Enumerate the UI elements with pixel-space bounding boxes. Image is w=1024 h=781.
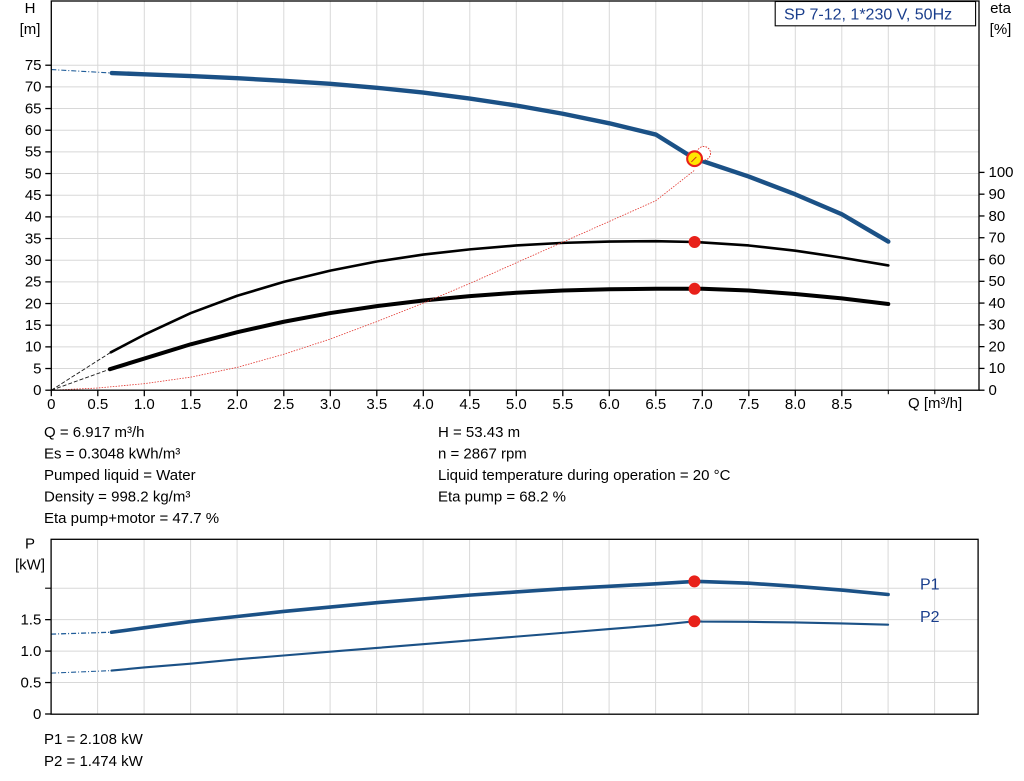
svg-text:65: 65 [25,100,42,117]
svg-text:0: 0 [989,382,997,399]
svg-text:50: 50 [25,165,42,182]
svg-text:[kW]: [kW] [15,556,45,573]
svg-text:0: 0 [33,706,41,723]
svg-text:Pumped liquid = Water: Pumped liquid = Water [44,467,196,484]
svg-text:30: 30 [25,252,42,269]
svg-text:15: 15 [25,317,42,334]
svg-text:Liquid temperature during oper: Liquid temperature during operation = 20… [438,467,731,484]
svg-text:90: 90 [989,186,1006,203]
svg-text:2.5: 2.5 [273,396,294,413]
svg-text:H: H [25,0,36,17]
svg-text:60: 60 [25,122,42,139]
svg-text:1.0: 1.0 [134,396,155,413]
svg-text:P1: P1 [920,576,940,593]
svg-text:[%]: [%] [990,21,1012,38]
svg-text:10: 10 [989,360,1006,377]
svg-text:eta: eta [990,0,1012,17]
svg-text:Q [m³/h]: Q [m³/h] [908,395,962,412]
svg-text:n = 2867 rpm: n = 2867 rpm [438,446,527,463]
svg-text:0.5: 0.5 [20,674,41,691]
svg-text:40: 40 [25,209,42,226]
svg-text:45: 45 [25,187,42,204]
svg-text:1.5: 1.5 [180,396,201,413]
svg-text:4.5: 4.5 [459,396,480,413]
svg-text:1.0: 1.0 [20,643,41,660]
svg-text:7.0: 7.0 [692,396,713,413]
svg-text:Eta pump+motor = 47.7 %: Eta pump+motor = 47.7 % [44,510,219,527]
svg-text:5: 5 [33,360,41,377]
svg-text:P2 = 1.474 kW: P2 = 1.474 kW [44,753,144,770]
svg-text:100: 100 [989,164,1014,181]
svg-text:6.5: 6.5 [645,396,666,413]
svg-text:SP 7-12, 1*230 V, 50Hz: SP 7-12, 1*230 V, 50Hz [784,7,952,24]
svg-text:3.5: 3.5 [366,396,387,413]
svg-text:70: 70 [25,79,42,96]
svg-text:70: 70 [989,230,1006,247]
svg-text:P: P [25,535,35,552]
svg-text:75: 75 [25,57,42,74]
svg-text:30: 30 [989,317,1006,334]
svg-text:1.5: 1.5 [20,611,41,628]
svg-text:80: 80 [989,208,1006,225]
svg-text:20: 20 [989,338,1006,355]
svg-text:8.5: 8.5 [831,396,852,413]
svg-text:20: 20 [25,295,42,312]
svg-text:7.5: 7.5 [738,396,759,413]
svg-text:50: 50 [989,273,1006,290]
svg-text:2.0: 2.0 [227,396,248,413]
svg-text:5.5: 5.5 [552,396,573,413]
svg-text:P2: P2 [920,609,940,626]
svg-text:6.0: 6.0 [599,396,620,413]
svg-text:60: 60 [989,251,1006,268]
svg-text:55: 55 [25,144,42,161]
svg-text:Density = 998.2 kg/m³: Density = 998.2 kg/m³ [44,489,190,506]
svg-text:H = 53.43 m: H = 53.43 m [438,424,520,441]
svg-text:Q = 6.917 m³/h: Q = 6.917 m³/h [44,424,144,441]
svg-text:4.0: 4.0 [413,396,434,413]
svg-text:P1 = 2.108 kW: P1 = 2.108 kW [44,731,144,748]
svg-text:Es = 0.3048 kWh/m³: Es = 0.3048 kWh/m³ [44,446,180,463]
svg-text:25: 25 [25,274,42,291]
svg-text:10: 10 [25,339,42,356]
svg-text:Eta pump = 68.2 %: Eta pump = 68.2 % [438,489,566,506]
svg-text:35: 35 [25,230,42,247]
svg-text:0: 0 [47,396,55,413]
svg-text:0: 0 [33,382,41,399]
svg-text:0.5: 0.5 [87,396,108,413]
svg-text:[m]: [m] [20,21,41,38]
svg-text:40: 40 [989,295,1006,312]
svg-text:3.0: 3.0 [320,396,341,413]
svg-text:8.0: 8.0 [785,396,806,413]
svg-text:5.0: 5.0 [506,396,527,413]
